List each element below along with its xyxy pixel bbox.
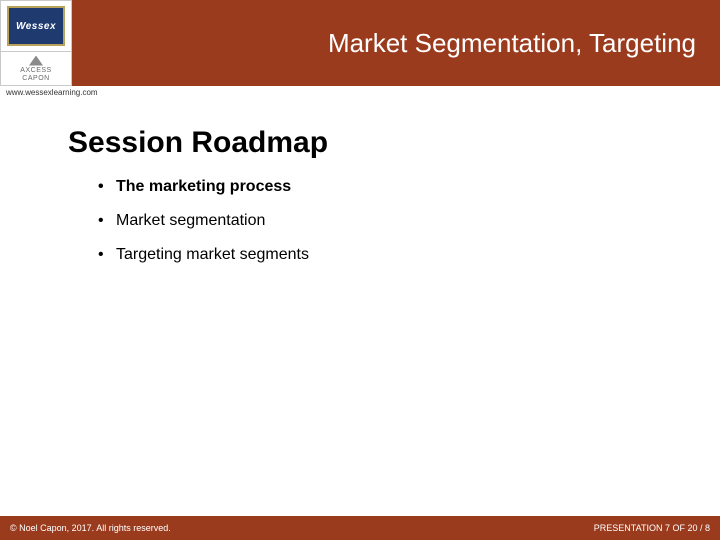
footer-copyright: © Noel Capon, 2017. All rights reserved. [10, 523, 171, 533]
bullet-item: Targeting market segments [98, 246, 680, 264]
slide: Wessex AXCESS CAPON Market Segmentation,… [0, 0, 720, 540]
footer-page-indicator: PRESENTATION 7 OF 20 / 8 [594, 523, 710, 533]
logo-axcess-line1: AXCESS [20, 67, 51, 74]
footer-bar: © Noel Capon, 2017. All rights reserved.… [0, 516, 720, 540]
section-heading: Session Roadmap [68, 126, 680, 160]
bullet-list: The marketing process Market segmentatio… [68, 178, 680, 264]
bullet-item: Market segmentation [98, 212, 680, 230]
logo-axcess-line2: CAPON [22, 75, 49, 82]
logo-wessex-text: Wessex [16, 21, 56, 32]
bullet-item: The marketing process [98, 178, 680, 196]
url-text: www.wessexlearning.com [6, 88, 98, 97]
logo-axcess: AXCESS CAPON [1, 51, 71, 85]
logo-wessex-badge: Wessex [7, 6, 65, 46]
title-bar: Market Segmentation, Targeting [72, 0, 720, 86]
axcess-icon [29, 56, 43, 66]
slide-title: Market Segmentation, Targeting [328, 28, 696, 59]
content-area: Session Roadmap The marketing process Ma… [68, 126, 680, 280]
logo-block: Wessex AXCESS CAPON [0, 0, 72, 86]
logo-wessex: Wessex [1, 1, 71, 51]
header-bar: Wessex AXCESS CAPON Market Segmentation,… [0, 0, 720, 86]
